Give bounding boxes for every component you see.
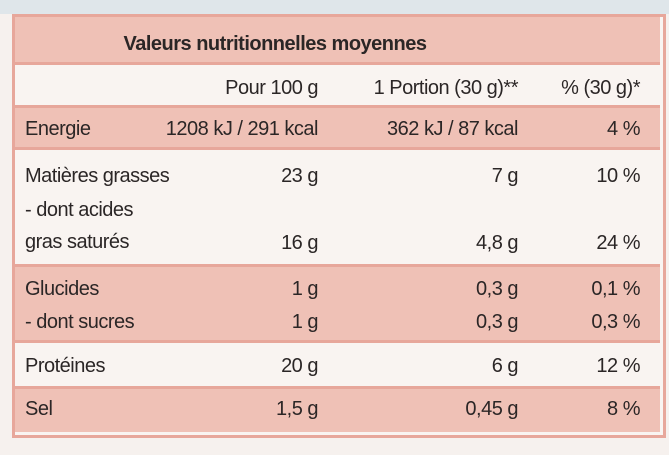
row-value: 0,1 % [591, 278, 640, 300]
row-value: 0,45 g [465, 398, 518, 420]
row-label: Sel [25, 398, 53, 420]
row-label: - dont sucres [25, 311, 135, 333]
nutrition-table-frame [12, 14, 666, 438]
separator [15, 105, 660, 108]
row-value: 0,3 % [591, 311, 640, 333]
row-value: 1,5 g [276, 398, 318, 420]
table-title: Valeurs nutritionnelles moyennes [123, 33, 427, 55]
row-value: 10 % [596, 165, 640, 187]
separator [15, 340, 660, 343]
row-value: 23 g [281, 165, 318, 187]
row-label: Protéines [25, 355, 106, 377]
row-value: 12 % [596, 355, 640, 377]
row-value: 0,3 g [476, 311, 518, 333]
title-band [15, 17, 660, 62]
row-label: Matières grasses [25, 165, 170, 187]
separator [15, 264, 660, 267]
row-value: 7 g [491, 165, 519, 187]
row-value: 1208 kJ / 291 kcal [165, 118, 319, 140]
column-header: 1 Portion (30 g)** [373, 77, 519, 99]
row-value: 20 g [281, 355, 318, 377]
row-band [15, 108, 660, 148]
separator [15, 62, 660, 65]
row-band [15, 389, 660, 432]
separator [15, 147, 660, 150]
row-label: - dont acides gras saturés [25, 199, 134, 253]
row-label: Glucides [25, 278, 99, 300]
row-value: 24 % [596, 232, 640, 254]
row-value: 1 g [291, 311, 319, 333]
row-value: 6 g [491, 355, 519, 377]
separator [15, 386, 660, 389]
row-value: 362 kJ / 87 kcal [387, 118, 518, 140]
row-value: 0,3 g [476, 278, 518, 300]
row-value: 4,8 g [476, 232, 518, 254]
column-header: Pour 100 g [225, 77, 318, 99]
row-band [15, 267, 660, 340]
row-value: 4 % [607, 118, 640, 140]
row-value: 8 % [607, 398, 640, 420]
row-value: 1 g [291, 278, 319, 300]
row-value: 16 g [281, 232, 318, 254]
row-label: Energie [25, 118, 91, 140]
column-header: % (30 g)* [561, 77, 640, 99]
